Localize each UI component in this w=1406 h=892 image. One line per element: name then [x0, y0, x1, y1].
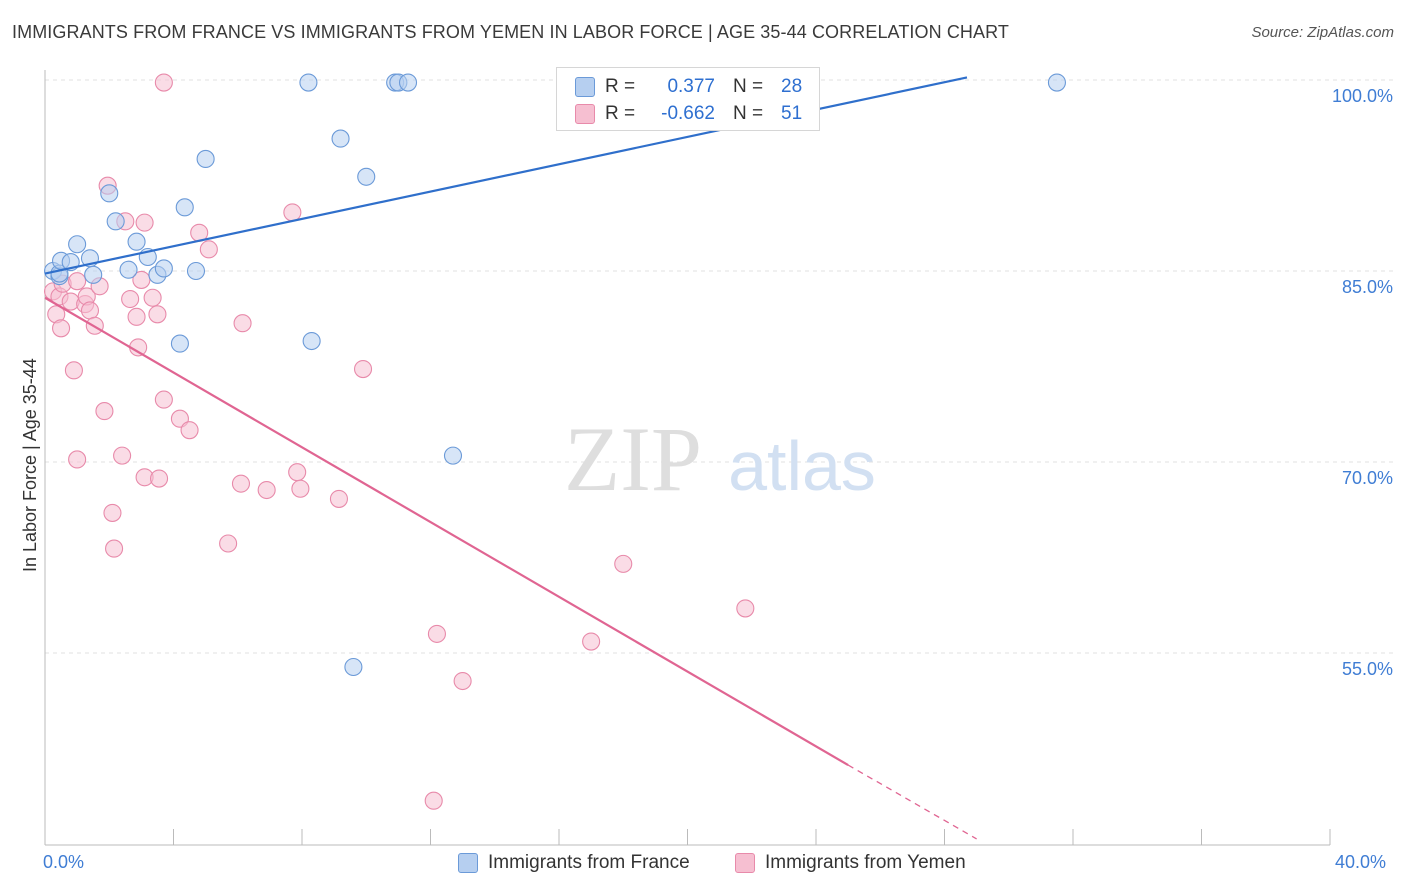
yemen-point-38 — [257, 480, 276, 500]
legend-yemen-swatch — [735, 853, 755, 873]
france-point-26 — [398, 73, 418, 92]
yemen-point-16 — [103, 503, 122, 522]
yemen-point-36 — [231, 474, 251, 493]
france-point-17 — [186, 261, 206, 281]
yemen-point-21 — [127, 307, 146, 326]
yemen-n-label: N = — [733, 103, 764, 124]
yemen-point-18 — [113, 446, 132, 465]
france-point-16 — [175, 198, 194, 217]
france-point-8 — [100, 184, 119, 203]
france-point-18 — [196, 149, 215, 168]
france-point-20 — [302, 331, 321, 351]
france-point-14 — [154, 259, 173, 278]
france-point-9 — [106, 212, 125, 231]
yemen-point-14 — [95, 402, 114, 421]
france-point-27 — [443, 446, 463, 465]
yemen-r-value: -0.662 — [661, 103, 715, 124]
yemen-point-23 — [132, 270, 151, 289]
france-n-label: N = — [733, 76, 764, 97]
yemen-trend-line — [44, 296, 849, 767]
yemen-point-35 — [219, 534, 238, 553]
yemen-point-7 — [68, 272, 87, 291]
yemen-point-42 — [329, 489, 348, 508]
france-point-29 — [1047, 73, 1066, 92]
yemen-point-34 — [199, 240, 218, 259]
chart-title: IMMIGRANTS FROM FRANCE VS IMMIGRANTS FRO… — [12, 22, 1009, 42]
france-point-7 — [84, 265, 103, 284]
stats-box: R = 0.377 N = 28 R = -0.662 N = 51 — [556, 67, 820, 131]
yemen-r-label: R = — [605, 103, 636, 124]
y-tick-label-1: 85.0% — [1341, 277, 1393, 297]
series-yemen — [43, 73, 755, 810]
france-point-5 — [68, 235, 87, 254]
france-swatch — [575, 77, 595, 97]
france-n-value: 28 — [781, 76, 803, 97]
yemen-point-28 — [149, 469, 169, 488]
series-france — [43, 72, 1066, 677]
y-tick-label-3: 55.0% — [1341, 659, 1393, 679]
legend-france-swatch — [458, 853, 478, 873]
yemen-n-value: 51 — [781, 103, 803, 124]
stats-row-yemen: R = -0.662 N = 51 — [575, 101, 802, 127]
legend-yemen-label: Immigrants from Yemen — [765, 852, 966, 873]
legend-item-yemen: Immigrants from Yemen — [735, 852, 966, 874]
yemen-point-24 — [135, 213, 154, 232]
grid — [45, 79, 1395, 654]
watermark-zip: ZIP — [564, 408, 702, 510]
yemen-point-47 — [582, 632, 601, 651]
y-tick-label-2: 70.0% — [1341, 468, 1393, 488]
legend-france-label: Immigrants from France — [488, 852, 690, 873]
france-point-22 — [344, 657, 363, 677]
france-point-10 — [119, 260, 138, 279]
watermark: ZIP atlas — [564, 408, 876, 510]
stats-row-france: R = 0.377 N = 28 — [575, 74, 802, 100]
yemen-point-44 — [424, 791, 443, 810]
y-tick-label-0: 100.0% — [1331, 86, 1393, 106]
legend-item-france: Immigrants from France — [458, 852, 690, 874]
source-label: Source: ZipAtlas.com — [1251, 24, 1394, 41]
yemen-point-27 — [148, 305, 167, 324]
yemen-point-49 — [736, 599, 755, 618]
yemen-point-37 — [233, 314, 252, 333]
yemen-point-26 — [143, 288, 162, 307]
france-trend-line — [44, 76, 968, 275]
yemen-point-39 — [283, 203, 302, 222]
yemen-point-41 — [291, 479, 310, 498]
yemen-point-29 — [154, 73, 173, 92]
france-point-11 — [127, 232, 146, 251]
yemen-point-46 — [453, 671, 472, 691]
yemen-point-3 — [52, 319, 71, 338]
x-tick-min: 0.0% — [43, 852, 85, 872]
yemen-trend-extension — [847, 764, 977, 840]
yemen-point-20 — [121, 289, 140, 309]
yemen-point-8 — [68, 450, 87, 469]
yemen-point-30 — [154, 390, 173, 409]
yemen-point-6 — [64, 361, 83, 380]
yemen-point-17 — [105, 539, 124, 558]
france-point-21 — [331, 129, 350, 148]
yemen-swatch — [575, 104, 595, 124]
yemen-point-45 — [427, 624, 446, 643]
watermark-atlas: atlas — [728, 427, 876, 505]
x-tick-max: 40.0% — [1335, 852, 1387, 872]
axes — [44, 70, 1331, 846]
yemen-point-43 — [353, 359, 373, 379]
yemen-point-40 — [288, 463, 307, 482]
france-point-15 — [170, 334, 189, 353]
france-r-value: 0.377 — [667, 76, 715, 97]
yemen-point-32 — [180, 421, 199, 440]
yemen-point-11 — [80, 301, 100, 320]
france-r-label: R = — [605, 76, 636, 97]
france-point-23 — [357, 167, 376, 186]
france-point-19 — [299, 73, 318, 92]
yemen-point-48 — [614, 554, 633, 573]
